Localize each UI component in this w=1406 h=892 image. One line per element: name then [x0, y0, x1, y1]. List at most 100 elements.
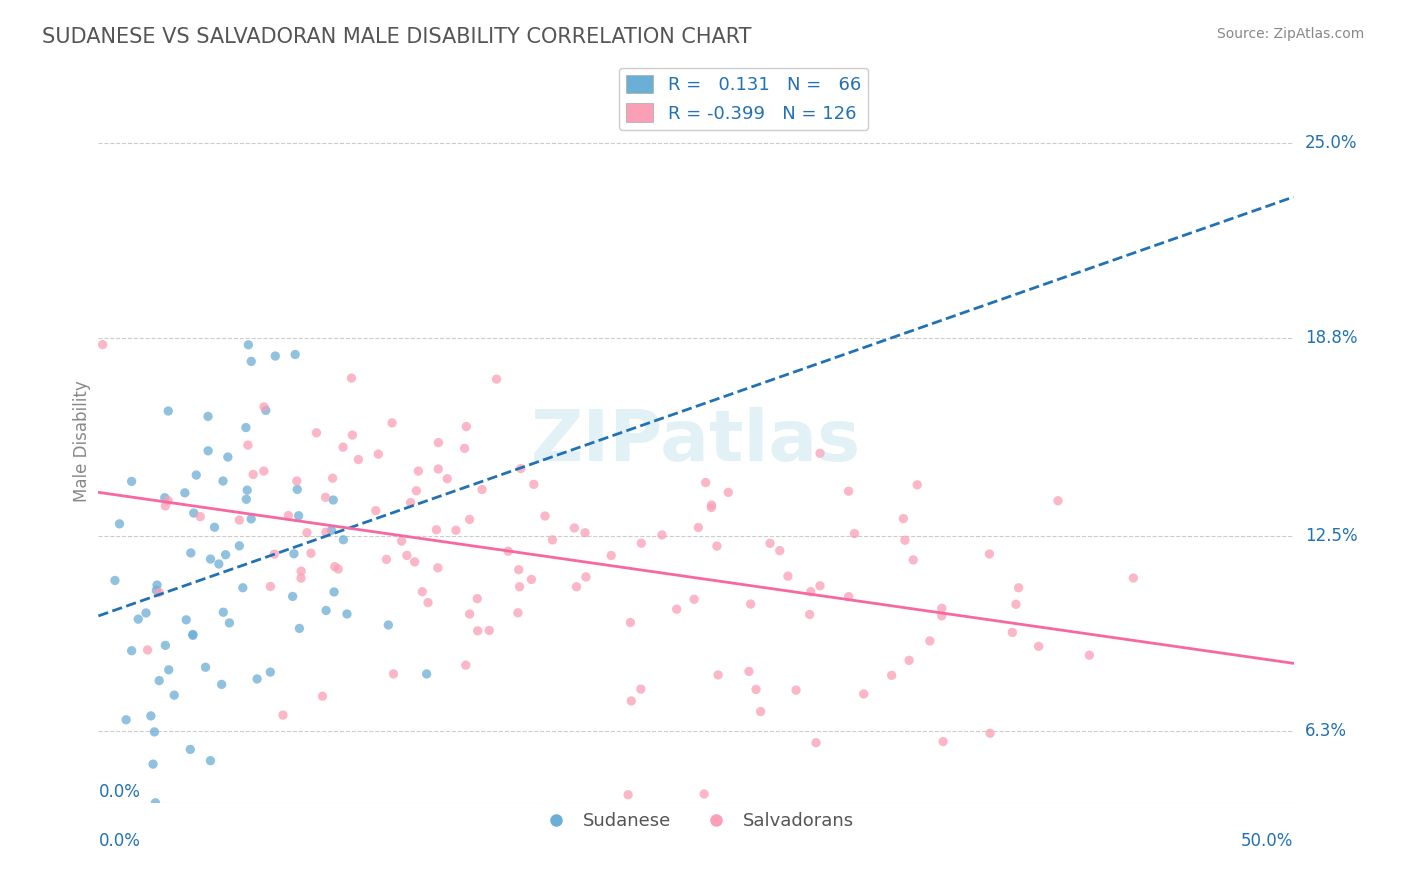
Point	[217, 450, 239, 464]
Point	[284, 347, 307, 361]
Point	[200, 552, 222, 566]
Point	[263, 547, 285, 561]
Point	[427, 435, 450, 450]
Point	[738, 665, 761, 679]
Point	[212, 474, 235, 488]
Point	[143, 725, 166, 739]
Point	[127, 612, 149, 626]
Point	[148, 585, 170, 599]
Point	[565, 580, 588, 594]
Point	[240, 512, 263, 526]
Point	[630, 536, 652, 550]
Text: SUDANESE VS SALVADORAN MALE DISABILITY CORRELATION CHART: SUDANESE VS SALVADORAN MALE DISABILITY C…	[42, 27, 752, 46]
Point	[745, 682, 768, 697]
Point	[700, 498, 723, 512]
Point	[315, 525, 337, 540]
Point	[838, 590, 860, 604]
Point	[444, 523, 467, 537]
Point	[115, 713, 138, 727]
Point	[427, 462, 450, 476]
Point	[148, 673, 170, 688]
Point	[506, 606, 529, 620]
Point	[808, 579, 831, 593]
Point	[321, 524, 343, 538]
Point	[688, 520, 710, 534]
Point	[242, 467, 264, 482]
Point	[979, 726, 1001, 740]
Point	[574, 525, 596, 540]
Point	[918, 634, 941, 648]
Point	[905, 478, 928, 492]
Point	[478, 624, 501, 638]
Point	[769, 543, 792, 558]
Point	[471, 483, 494, 497]
Point	[367, 447, 389, 461]
Point	[277, 508, 299, 523]
Point	[485, 372, 508, 386]
Point	[315, 603, 337, 617]
Point	[173, 485, 195, 500]
Point	[135, 606, 157, 620]
Point	[157, 404, 180, 418]
Point	[328, 562, 350, 576]
Point	[174, 613, 197, 627]
Point	[651, 528, 673, 542]
Point	[290, 571, 312, 585]
Point	[808, 446, 831, 460]
Point	[382, 667, 405, 681]
Point	[218, 615, 240, 630]
Point	[342, 428, 364, 442]
Point	[142, 757, 165, 772]
Text: Source: ZipAtlas.com: Source: ZipAtlas.com	[1216, 27, 1364, 41]
Point	[285, 474, 308, 488]
Point	[700, 500, 723, 515]
Point	[271, 708, 294, 723]
Point	[465, 591, 488, 606]
Point	[194, 660, 217, 674]
Point	[236, 438, 259, 452]
Point	[235, 492, 257, 507]
Point	[235, 420, 257, 434]
Point	[288, 622, 311, 636]
Point	[932, 734, 955, 748]
Point	[453, 442, 475, 456]
Point	[259, 665, 281, 679]
Point	[323, 585, 346, 599]
Point	[283, 547, 305, 561]
Point	[336, 607, 359, 621]
Point	[155, 499, 177, 513]
Point	[253, 400, 276, 414]
Point	[404, 555, 426, 569]
Point	[785, 683, 807, 698]
Point	[121, 644, 143, 658]
Point	[800, 584, 823, 599]
Point	[520, 573, 543, 587]
Point	[1001, 625, 1024, 640]
Point	[979, 547, 1001, 561]
Point	[146, 578, 169, 592]
Point	[264, 349, 287, 363]
Point	[212, 605, 235, 619]
Point	[426, 561, 449, 575]
Text: 6.3%: 6.3%	[1305, 722, 1347, 739]
Point	[665, 602, 688, 616]
Point	[323, 559, 346, 574]
Point	[931, 601, 953, 615]
Point	[931, 608, 953, 623]
Point	[903, 553, 925, 567]
Point	[1028, 640, 1050, 654]
Point	[454, 658, 477, 673]
Point	[91, 337, 114, 351]
Point	[683, 592, 706, 607]
Point	[381, 416, 404, 430]
Point	[364, 503, 387, 517]
Point	[145, 583, 167, 598]
Point	[315, 491, 337, 505]
Point	[717, 485, 740, 500]
Text: 50.0%: 50.0%	[1241, 831, 1294, 850]
Point	[200, 754, 222, 768]
Point	[228, 539, 250, 553]
Point	[211, 677, 233, 691]
Point	[157, 663, 180, 677]
Y-axis label: Male Disability: Male Disability	[73, 381, 91, 502]
